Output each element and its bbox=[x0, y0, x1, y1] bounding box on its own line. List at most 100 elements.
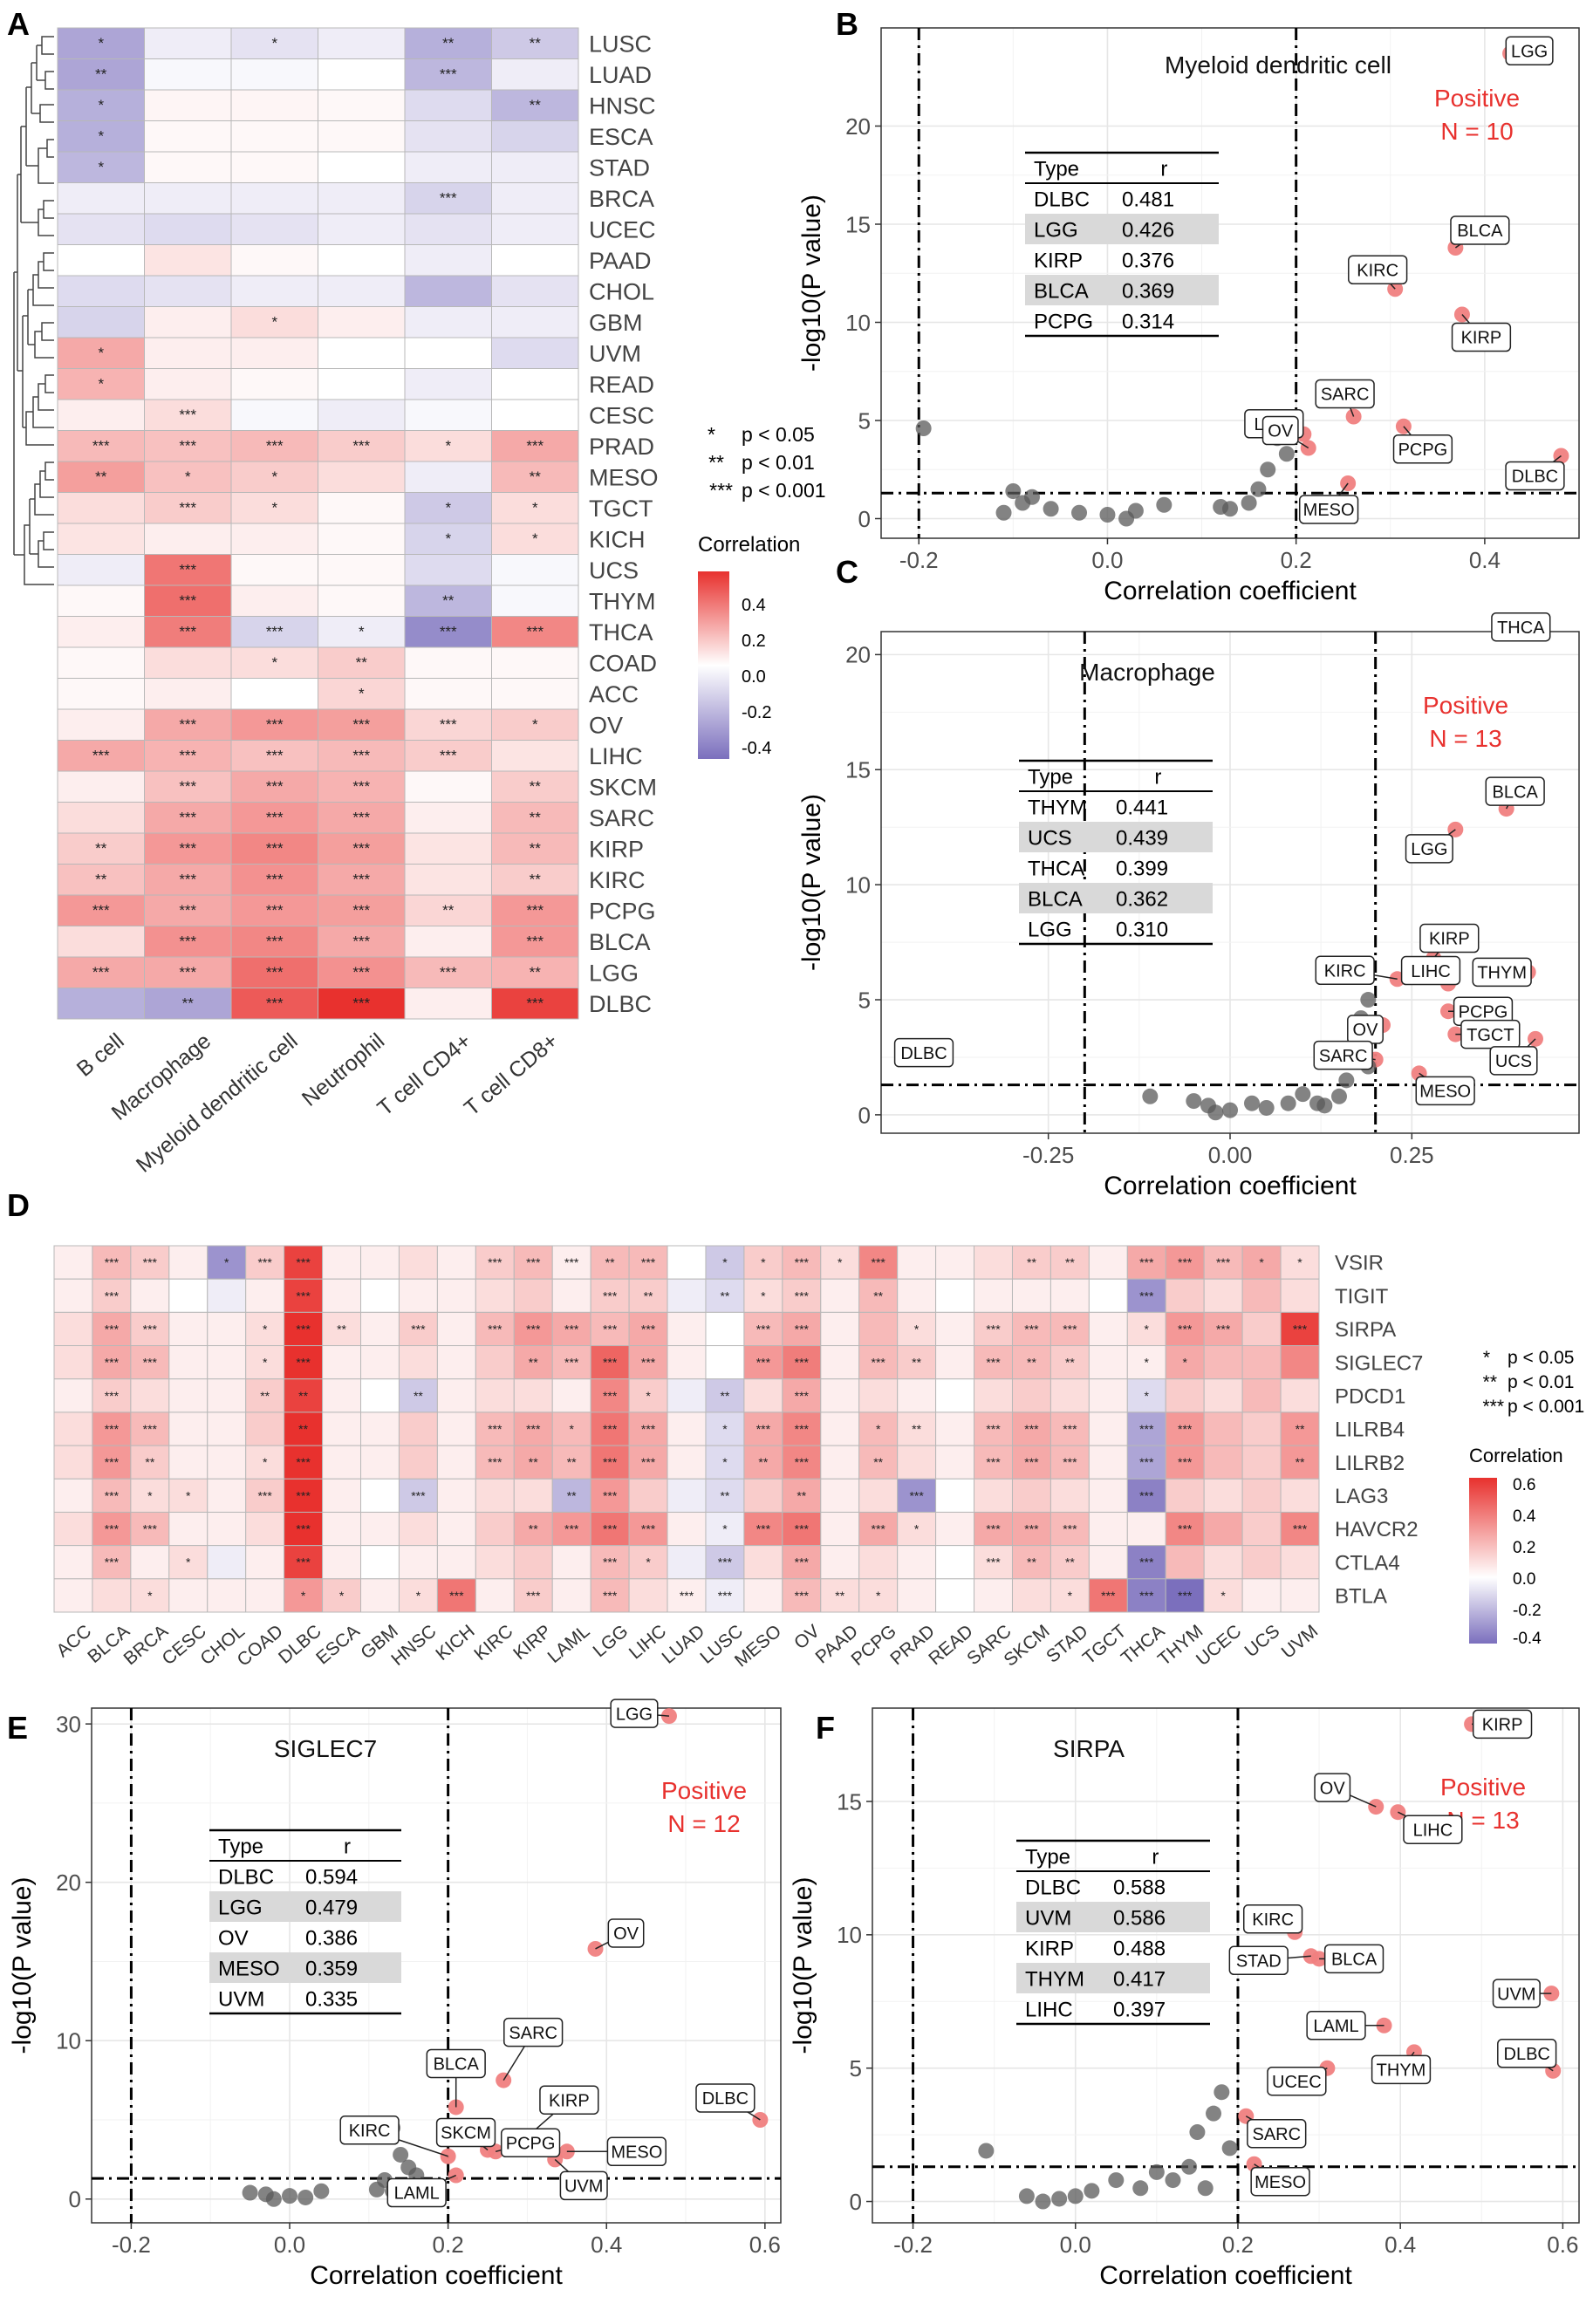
x-axis-label: Correlation coefficient bbox=[1099, 2261, 1352, 2290]
heat-cell-btla-15 bbox=[628, 1578, 668, 1613]
table-header-r: r bbox=[1154, 766, 1161, 789]
heat-star: *** bbox=[352, 995, 370, 1011]
heat-cell-lilrb4-8 bbox=[360, 1411, 400, 1446]
heat-cell-tigit-32 bbox=[1280, 1278, 1320, 1313]
heat-cell-vsir-16 bbox=[667, 1245, 707, 1280]
heat-cell-siglec7-26 bbox=[1049, 1345, 1090, 1380]
table-cell-type: MESO bbox=[218, 1958, 280, 1981]
heat-cell-chol-5 bbox=[491, 275, 579, 307]
heat-cell-coad-5 bbox=[491, 646, 579, 679]
label-box bbox=[1405, 834, 1453, 864]
heat-cell-hnsc-2 bbox=[230, 89, 318, 121]
point-label-pcpg: PCPG bbox=[1459, 1002, 1508, 1022]
label-box bbox=[1497, 2039, 1557, 2068]
heat-cell-ctla4-9 bbox=[398, 1545, 438, 1580]
heat-star: *** bbox=[526, 902, 544, 919]
heat-cell-lag3-29 bbox=[1165, 1478, 1205, 1513]
heat-cell-skcm-5 bbox=[491, 770, 579, 803]
heat-star: *** bbox=[411, 1322, 426, 1336]
corr-legend-d-tick-1: 0.6 bbox=[1513, 1476, 1535, 1494]
col-label-31: UCS bbox=[1241, 1621, 1284, 1661]
point bbox=[265, 2191, 282, 2207]
heat-cell-tigit-0 bbox=[53, 1278, 93, 1313]
row-label-lilrb2: LILRB2 bbox=[1335, 1452, 1405, 1475]
heat-cell-ucec-2 bbox=[230, 213, 318, 245]
heat-cell-ctla4-32 bbox=[1280, 1545, 1320, 1580]
corr-legend-d-tick-6: -0.4 bbox=[1513, 1630, 1542, 1648]
heat-cell-lilrb2-24 bbox=[974, 1445, 1013, 1480]
heat-cell-lilrb4-17 bbox=[705, 1411, 745, 1446]
heat-cell-lilrb2-18 bbox=[743, 1445, 783, 1480]
y-tick-label: 10 bbox=[837, 1922, 862, 1948]
heat-star: * bbox=[445, 437, 451, 454]
heat-star: *** bbox=[143, 1422, 158, 1436]
point bbox=[1165, 2172, 1181, 2189]
label-box bbox=[695, 2083, 755, 2113]
heat-star: *** bbox=[266, 995, 284, 1011]
heat-cell-vsir-24 bbox=[974, 1245, 1013, 1280]
heat-cell-sirpa-12 bbox=[513, 1311, 553, 1347]
col-label-13: LAML bbox=[544, 1621, 594, 1667]
heat-star: *** bbox=[296, 1322, 311, 1336]
label-box bbox=[1242, 1904, 1303, 1934]
heat-cell-pdcd1-23 bbox=[935, 1378, 975, 1413]
heat-cell-btla-27 bbox=[1088, 1578, 1128, 1613]
heat-cell-kich-5 bbox=[491, 523, 579, 555]
heat-cell-blca-2 bbox=[230, 926, 318, 958]
point bbox=[1258, 1099, 1275, 1116]
heat-star: ** bbox=[95, 840, 107, 857]
point bbox=[978, 2143, 995, 2159]
table-row-shade bbox=[1019, 883, 1213, 913]
heat-cell-pcpg-5 bbox=[491, 894, 579, 926]
y-axis-label: -log10(P value) bbox=[797, 195, 826, 372]
heat-star: *** bbox=[92, 964, 110, 981]
heat-star: ** bbox=[1296, 1422, 1305, 1436]
label-box bbox=[1314, 1773, 1351, 1802]
heat-cell-prad-0 bbox=[57, 430, 145, 462]
heat-star: *** bbox=[266, 747, 284, 763]
heat-cell-siglec7-31 bbox=[1241, 1345, 1282, 1380]
heat-star: *** bbox=[440, 747, 457, 763]
heat-cell-siglec7-7 bbox=[322, 1345, 362, 1380]
heat-cell-lilrb2-6 bbox=[284, 1445, 324, 1480]
heat-cell-pdcd1-2 bbox=[130, 1378, 170, 1413]
heat-cell-btla-5 bbox=[245, 1578, 285, 1613]
heat-cell-kirp-4 bbox=[404, 832, 492, 865]
heat-star: * bbox=[532, 716, 538, 733]
heat-cell-btla-7 bbox=[322, 1578, 362, 1613]
heat-cell-siglec7-4 bbox=[207, 1345, 247, 1380]
heat-cell-lag3-13 bbox=[551, 1478, 591, 1513]
heat-star: *** bbox=[641, 1356, 656, 1370]
heat-star: *** bbox=[718, 1555, 733, 1569]
corr-legend-a-tick-1: 0.4 bbox=[742, 596, 766, 615]
heat-cell-lag3-15 bbox=[628, 1478, 668, 1513]
x-tick-label: 0.0 bbox=[1060, 2232, 1091, 2258]
heat-cell-btla-23 bbox=[935, 1578, 975, 1613]
y-axis-label: -log10(P value) bbox=[789, 1877, 817, 2054]
table-header-type: Type bbox=[218, 1835, 263, 1859]
heat-cell-chol-2 bbox=[230, 275, 318, 307]
heat-cell-paad-4 bbox=[404, 244, 492, 277]
heat-cell-btla-18 bbox=[743, 1578, 783, 1613]
sig-label-2: p < 0.01 bbox=[742, 451, 815, 474]
heat-star: ** bbox=[529, 1356, 538, 1370]
point bbox=[1156, 496, 1173, 513]
col-label-10: KICH bbox=[432, 1621, 478, 1664]
col-label-4: T cell CD4+ bbox=[373, 1029, 475, 1121]
label-box bbox=[1492, 1979, 1541, 2008]
heat-star: *** bbox=[795, 1389, 810, 1403]
heat-cell-tigit-4 bbox=[207, 1278, 247, 1313]
heat-cell-lilrb2-9 bbox=[398, 1445, 438, 1480]
panel-letter-f: F bbox=[816, 1710, 835, 1746]
x-tick-label: -0.2 bbox=[899, 547, 939, 573]
heat-star: *** bbox=[1216, 1322, 1231, 1336]
x-tick-label: 0.4 bbox=[1469, 547, 1501, 573]
heat-star: ** bbox=[298, 1389, 308, 1403]
heat-star: *** bbox=[352, 778, 370, 795]
heat-star: *** bbox=[1178, 1455, 1193, 1469]
heat-cell-kich-2 bbox=[230, 523, 318, 555]
heat-cell-tigit-23 bbox=[935, 1278, 975, 1313]
row-label-hnsc: HNSC bbox=[589, 92, 656, 119]
heat-star: *** bbox=[1178, 1522, 1193, 1536]
